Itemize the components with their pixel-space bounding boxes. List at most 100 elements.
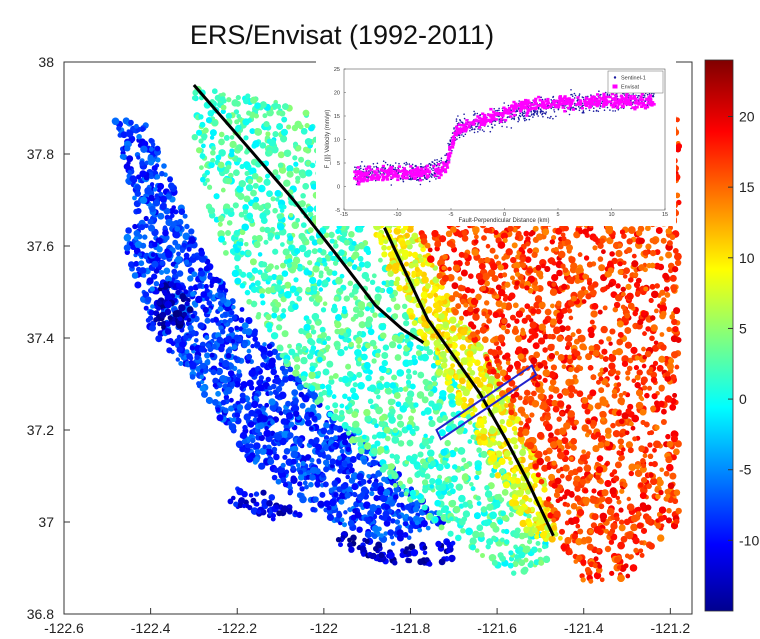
velocity-point: [339, 517, 345, 523]
velocity-point: [244, 289, 251, 296]
velocity-point: [429, 484, 434, 489]
velocity-point: [252, 183, 259, 189]
velocity-point: [332, 303, 337, 309]
velocity-point: [420, 262, 426, 268]
velocity-point: [226, 376, 232, 382]
velocity-point: [345, 446, 352, 453]
velocity-point: [198, 138, 204, 144]
velocity-point: [356, 360, 362, 367]
velocity-point: [381, 422, 386, 427]
velocity-point: [132, 195, 137, 201]
velocity-point: [231, 269, 239, 277]
velocity-point: [217, 161, 225, 169]
velocity-point: [159, 270, 164, 275]
velocity-point: [176, 251, 181, 257]
velocity-point: [449, 499, 457, 507]
velocity-point: [348, 371, 354, 378]
velocity-point: [365, 374, 372, 382]
velocity-point: [455, 534, 462, 542]
velocity-point: [225, 112, 233, 120]
velocity-point: [448, 339, 453, 345]
velocity-point: [116, 125, 122, 131]
velocity-point: [295, 218, 301, 223]
velocity-point: [361, 434, 367, 440]
velocity-point: [254, 341, 261, 348]
velocity-point: [411, 270, 417, 276]
velocity-point: [356, 473, 364, 481]
velocity-point: [134, 281, 142, 289]
velocity-point: [196, 147, 203, 154]
velocity-point: [411, 354, 417, 360]
velocity-point: [304, 240, 310, 245]
velocity-point: [381, 476, 387, 482]
velocity-point: [204, 296, 210, 302]
velocity-point: [322, 368, 330, 376]
velocity-point: [290, 475, 297, 482]
velocity-point: [234, 412, 241, 419]
velocity-point: [526, 521, 533, 528]
velocity-point: [498, 457, 506, 465]
velocity-point: [486, 503, 494, 511]
velocity-point: [286, 124, 291, 130]
velocity-point: [379, 323, 387, 331]
velocity-point: [456, 391, 463, 398]
velocity-point: [392, 427, 399, 434]
velocity-point: [217, 306, 224, 312]
velocity-point: [403, 320, 410, 327]
velocity-point: [274, 234, 280, 240]
velocity-point: [270, 368, 278, 376]
velocity-point: [129, 241, 134, 247]
velocity-point: [225, 177, 232, 184]
velocity-point: [361, 272, 369, 280]
velocity-point: [162, 225, 168, 230]
velocity-point: [291, 221, 299, 229]
velocity-point: [322, 301, 328, 307]
velocity-point: [498, 497, 505, 503]
velocity-point: [379, 466, 387, 473]
velocity-point: [421, 438, 430, 447]
velocity-point: [218, 345, 225, 353]
velocity-point: [199, 121, 206, 128]
velocity-point: [421, 353, 429, 362]
velocity-point: [310, 404, 317, 410]
velocity-point: [470, 344, 476, 350]
velocity-point: [135, 208, 142, 214]
velocity-point: [346, 430, 351, 436]
velocity-point: [417, 451, 424, 458]
velocity-point: [399, 405, 407, 413]
velocity-point: [370, 459, 377, 467]
velocity-point: [343, 346, 349, 351]
velocity-point: [246, 348, 252, 354]
velocity-point: [386, 263, 393, 270]
velocity-point: [292, 397, 299, 405]
velocity-point: [317, 351, 324, 358]
velocity-point: [309, 457, 315, 463]
velocity-point: [329, 238, 335, 244]
velocity-point: [393, 494, 399, 500]
velocity-point: [518, 551, 526, 559]
velocity-point: [388, 416, 396, 424]
velocity-point: [414, 463, 421, 470]
velocity-point: [300, 356, 308, 365]
velocity-point: [253, 413, 259, 418]
velocity-point: [314, 399, 321, 405]
velocity-point: [304, 138, 313, 146]
velocity-point: [389, 535, 395, 540]
velocity-point: [344, 492, 351, 499]
velocity-point: [428, 416, 433, 421]
velocity-point: [383, 531, 389, 536]
velocity-point: [317, 356, 323, 363]
velocity-point: [391, 374, 397, 381]
velocity-point: [265, 173, 270, 179]
velocity-point: [123, 244, 131, 252]
velocity-point: [466, 350, 474, 358]
velocity-point: [213, 193, 220, 200]
velocity-point: [290, 458, 297, 465]
velocity-point: [351, 254, 357, 260]
velocity-point: [216, 336, 223, 343]
velocity-point: [246, 299, 252, 305]
velocity-point: [307, 227, 314, 234]
velocity-point: [395, 401, 402, 408]
velocity-point: [170, 221, 177, 228]
velocity-point: [409, 428, 416, 435]
